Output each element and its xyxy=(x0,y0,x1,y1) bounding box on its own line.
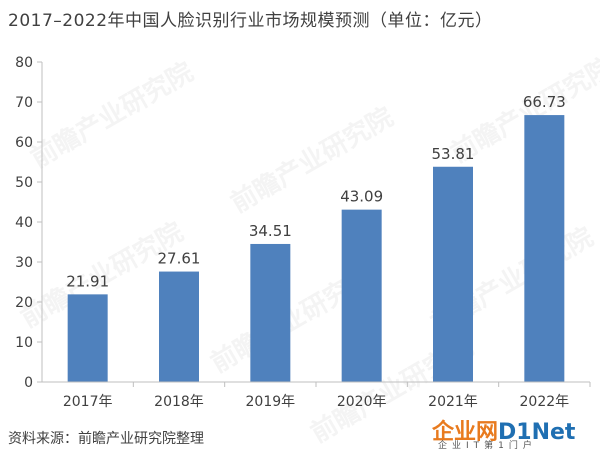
bar xyxy=(67,294,108,382)
x-tick-label: 2021年 xyxy=(428,394,478,410)
source-note: 资料来源：前瞻产业研究院整理 xyxy=(8,431,204,447)
x-axis: 2017年 2018年 2019年 2020年 2021年 2022年 xyxy=(42,381,591,410)
value-labels: 21.91 27.61 34.51 43.09 53.81 66.73 xyxy=(66,93,566,290)
y-tick-label: 0 xyxy=(24,375,33,391)
y-tick-label: 50 xyxy=(15,175,33,191)
logo-subtitle: 企业IT第1门户 xyxy=(438,441,537,451)
data-label: 66.73 xyxy=(523,93,566,111)
data-label: 53.81 xyxy=(432,145,475,163)
bar xyxy=(341,209,382,382)
bar xyxy=(524,115,565,382)
y-tick-label: 30 xyxy=(15,255,33,271)
x-tick-label: 2018年 xyxy=(154,394,204,410)
site-logo: 企业网D1Net xyxy=(432,414,575,446)
y-tick-label: 10 xyxy=(15,335,33,351)
data-label: 21.91 xyxy=(66,272,109,290)
y-tick-label: 40 xyxy=(15,215,33,231)
logo-part-1: 企业网 xyxy=(432,420,499,445)
x-tick-label: 2022年 xyxy=(520,394,570,410)
y-tick-label: 20 xyxy=(15,295,33,311)
x-tick-label: 2020年 xyxy=(337,394,387,410)
logo-part-2: D1Net xyxy=(498,420,576,445)
y-tick-label: 70 xyxy=(15,95,33,111)
data-label: 43.09 xyxy=(340,188,383,206)
y-tick-label: 80 xyxy=(15,55,33,71)
y-axis: 0 10 20 30 40 50 60 70 80 xyxy=(15,55,43,391)
chart-title: 2017–2022年中国人脸识别行业市场规模预测（单位：亿元） xyxy=(8,11,493,31)
bar xyxy=(250,243,291,382)
data-label: 34.51 xyxy=(249,222,292,240)
data-label: 27.61 xyxy=(158,250,201,268)
bars xyxy=(67,115,565,382)
y-tick-label: 60 xyxy=(15,135,33,151)
bar xyxy=(433,166,473,382)
bar xyxy=(159,271,199,382)
x-tick-label: 2019年 xyxy=(246,394,296,410)
x-tick-label: 2017年 xyxy=(63,394,113,410)
